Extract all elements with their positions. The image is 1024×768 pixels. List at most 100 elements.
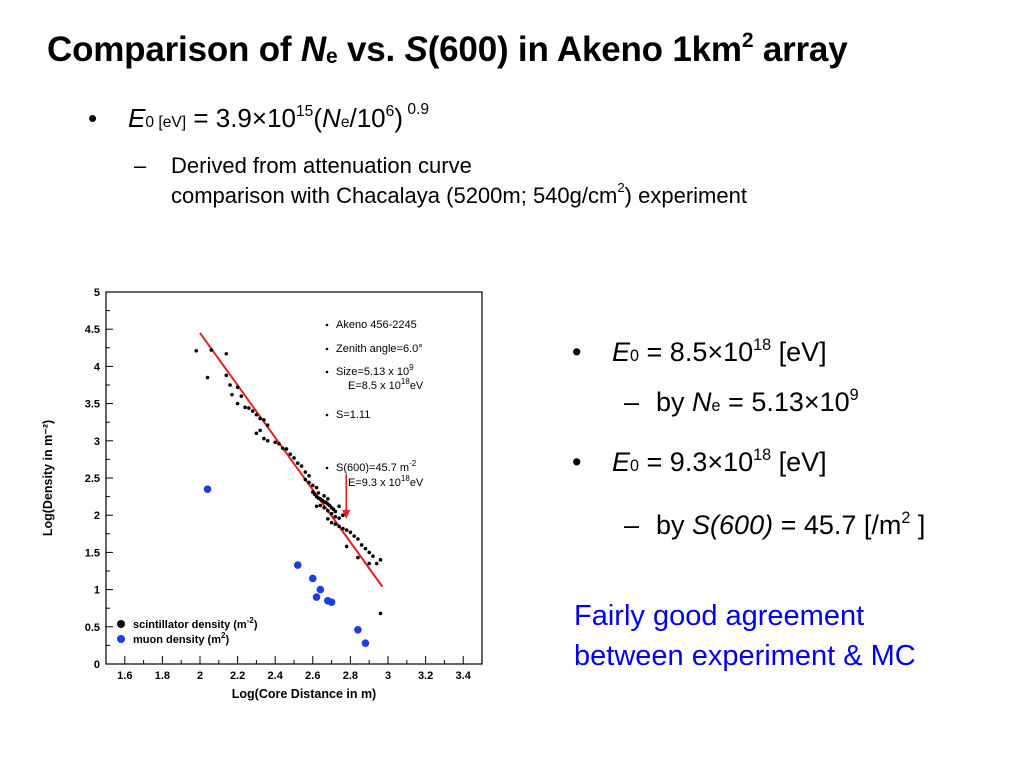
scintillator-point (345, 528, 349, 532)
bullet-energy-s600: • E0 = 9.3×1018 [eV] (612, 447, 827, 478)
scintillator-point (236, 402, 240, 406)
scintillator-point (230, 393, 234, 397)
note-line-2: between experiment & MC (574, 636, 916, 676)
annotation-event: Akeno 456-2245 (336, 319, 417, 331)
x-tick-label: 1.8 (155, 670, 170, 682)
y-tick-label: 2.5 (85, 473, 100, 485)
note-line-1: Fairly good agreement (574, 596, 916, 636)
scintillator-point (345, 545, 349, 549)
sub-bullet-dash: – (624, 387, 639, 418)
muon-point (317, 586, 325, 594)
scintillator-point (247, 406, 251, 410)
y-tick-label: 5 (94, 287, 100, 299)
x-axis-label: Log(Core Distance in m) (232, 687, 376, 701)
scintillator-point (379, 612, 383, 616)
scintillator-point (356, 556, 360, 560)
muon-point (294, 561, 302, 569)
scintillator-point (206, 376, 210, 380)
scintillator-point (352, 534, 356, 538)
sub-bullet-by-s600: – by S(600) = 45.7 [/m2 ] (656, 510, 925, 541)
scintillator-point (285, 447, 289, 451)
scintillator-point (251, 409, 255, 413)
scintillator-point (337, 525, 341, 529)
scintillator-point (330, 521, 334, 525)
annotation-energy-1: E=8.5 x 1018eV (348, 377, 424, 392)
legend-scintillator: scintillator density (m-2) (133, 616, 258, 631)
scintillator-point (322, 506, 326, 510)
scintillator-point (262, 437, 266, 441)
derivation-line-1: Derived from attenuation curve (171, 151, 747, 181)
annotation-size: Size=5.13 x 109 (336, 363, 414, 378)
legend-muon: muon density (m2) (133, 631, 229, 646)
derivation-line-2: comparison with Chacalaya (5200m; 540g/c… (171, 181, 747, 211)
scintillator-point (303, 470, 307, 474)
x-tick-label: 2.2 (230, 670, 245, 682)
muon-point (362, 639, 370, 647)
plot-frame (106, 292, 482, 664)
sub-bullet-dash: – (134, 151, 146, 181)
scintillator-point (317, 491, 321, 495)
y-tick-label: 4.5 (85, 324, 100, 336)
muon-point (309, 575, 317, 583)
scintillator-point (288, 452, 292, 456)
scintillator-point (326, 497, 330, 501)
scintillator-point (367, 551, 371, 555)
scintillator-point (262, 418, 266, 422)
scintillator-point (334, 522, 338, 526)
scintillator-point (240, 394, 244, 398)
y-tick-label: 1 (94, 585, 100, 597)
scintillator-point (349, 531, 353, 535)
x-tick-label: 3.4 (456, 670, 472, 682)
scintillator-point (292, 456, 296, 460)
scintillator-point (319, 504, 323, 508)
x-tick-label: 2.8 (343, 670, 358, 682)
scintillator-point (266, 439, 270, 443)
bullet-energy-formula: • E0 [eV] = 3.9×1015(Ne/106) 0.9 (128, 103, 429, 134)
annotation-zenith: Zenith angle=6.0° (336, 343, 423, 355)
scintillator-point (337, 516, 341, 520)
y-tick-label: 4 (94, 361, 101, 373)
y-tick-label: 3.5 (85, 399, 100, 411)
scintillator-point (307, 474, 311, 478)
annotation-bullet (326, 467, 329, 470)
scintillator-point (334, 515, 338, 519)
scintillator-point (367, 562, 371, 566)
scintillator-point (243, 406, 247, 410)
scintillator-point (322, 494, 326, 498)
y-tick-label: 3 (94, 436, 100, 448)
y-tick-label: 1.5 (85, 547, 100, 559)
muon-point (354, 626, 362, 634)
annotation-bullet (326, 414, 329, 417)
scintillator-point (225, 352, 229, 356)
scintillator-point (341, 527, 345, 531)
slide-title: Comparison of Ne vs. S(600) in Akeno 1km… (47, 30, 847, 70)
scintillator-point (296, 461, 300, 465)
scintillator-point (315, 486, 319, 490)
annotation-s: S=1.11 (336, 409, 370, 421)
annotation-bullet (326, 348, 329, 351)
bullet-dot: • (88, 103, 97, 134)
scintillator-point (228, 383, 232, 387)
muon-point (328, 598, 336, 606)
scintillator-point (258, 417, 262, 421)
sub-bullet-derivation: – Derived from attenuation curve compari… (171, 151, 747, 211)
scintillator-point (360, 543, 364, 547)
scintillator-point (311, 484, 315, 488)
scintillator-point (266, 423, 270, 427)
scintillator-point (303, 478, 307, 482)
scintillator-point (379, 558, 383, 562)
scintillator-point (326, 509, 330, 513)
scintillator-point (300, 464, 304, 468)
y-axis-label: Log(Density in m⁻²) (41, 420, 55, 536)
scintillator-point (371, 554, 375, 558)
scintillator-point (277, 442, 281, 446)
scintillator-point (337, 504, 341, 508)
agreement-note: Fairly good agreement between experiment… (574, 596, 916, 676)
scintillator-point (307, 481, 311, 485)
scintillator-point (326, 517, 330, 521)
scintillator-point (330, 512, 334, 516)
annotation-s600: S(600)=45.7 m-2 (336, 459, 417, 474)
sub-bullet-dash: – (624, 510, 639, 541)
x-tick-label: 2 (197, 670, 203, 682)
scintillator-point (375, 562, 379, 566)
